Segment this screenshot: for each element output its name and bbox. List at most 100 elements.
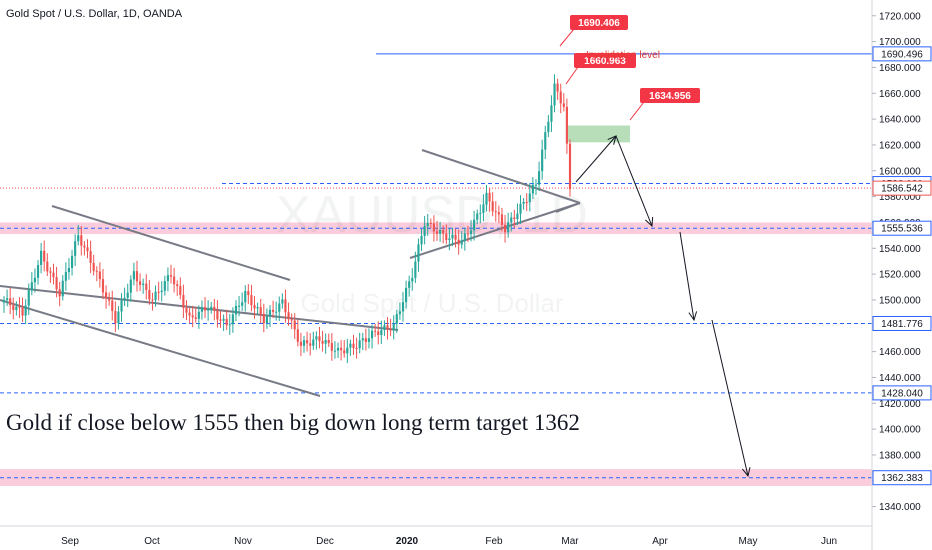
candle-169	[525, 193, 528, 212]
trendline-3	[409, 202, 581, 259]
candle-164	[510, 212, 513, 232]
candle-126	[392, 315, 395, 340]
candle-body-67	[210, 306, 213, 310]
candle-177	[550, 95, 553, 132]
candle-body-106	[330, 343, 333, 351]
trendline-4	[421, 149, 581, 204]
candle-body-66	[207, 309, 210, 311]
candle-48	[151, 292, 154, 311]
projection-arrow-2	[679, 231, 695, 321]
candle-70	[219, 311, 222, 328]
candle-140	[435, 220, 439, 241]
candle-body-182	[565, 106, 568, 144]
candle-body-28	[89, 251, 92, 263]
candle-body-145	[451, 234, 454, 239]
candle-body-104	[324, 340, 327, 344]
candle-39	[123, 287, 126, 307]
candle-body-165	[513, 217, 516, 220]
callout-box-2	[640, 88, 700, 103]
candle-51	[160, 281, 163, 302]
candle-body-32	[101, 279, 105, 293]
candle-body-20	[64, 272, 67, 281]
candle-body-92	[287, 312, 290, 320]
candle-167	[519, 195, 522, 225]
candle-36	[114, 301, 117, 332]
candle-90	[281, 293, 284, 309]
candle-92	[287, 302, 290, 326]
candle-body-72	[225, 318, 228, 326]
x-tick-label-2: Nov	[234, 536, 252, 547]
price-label-5: 1428.040	[881, 388, 923, 399]
price-label-0: 1690.496	[881, 49, 923, 60]
candle-57	[179, 277, 182, 300]
candle-115	[358, 332, 361, 354]
candle-54	[169, 264, 173, 284]
candle-body-163	[507, 222, 510, 233]
candle-75	[234, 300, 238, 322]
candle-18	[58, 281, 61, 307]
candle-body-148	[460, 240, 463, 245]
candle-94	[293, 313, 296, 339]
candle-130	[404, 280, 408, 309]
candle-body-153	[476, 213, 479, 220]
candle-body-137	[426, 222, 429, 227]
candle-80	[250, 284, 253, 312]
candle-body-168	[522, 201, 525, 204]
projection-arrowhead-2	[688, 311, 698, 322]
callout-box-0	[570, 15, 628, 30]
candle-body-2	[9, 298, 12, 306]
candle-body-114	[355, 347, 358, 349]
candle-body-40	[126, 292, 129, 298]
x-tick-label-0: Sep	[61, 536, 79, 547]
y-tick-label-4: 1420.000	[879, 399, 921, 410]
candle-body-22	[70, 255, 74, 268]
candle-147	[457, 229, 460, 255]
candle-body-58	[182, 294, 185, 308]
candle-58	[182, 284, 185, 319]
candle-body-36	[114, 311, 117, 324]
candle-121	[377, 321, 380, 345]
candle-67	[210, 301, 213, 314]
candle-body-16	[52, 272, 55, 278]
candle-38	[120, 293, 123, 322]
candle-166	[516, 203, 519, 225]
candle-body-112	[349, 343, 352, 348]
candle-97	[302, 336, 306, 353]
candle-95	[296, 319, 299, 347]
candle-113	[352, 334, 355, 355]
candle-body-11	[36, 264, 40, 278]
candle-109	[340, 340, 343, 361]
candle-body-122	[380, 329, 383, 336]
candle-body-62	[194, 317, 197, 319]
candle-body-159	[494, 211, 497, 213]
candle-body-74	[231, 314, 234, 325]
candle-108	[336, 342, 340, 359]
candle-body-85	[265, 316, 268, 324]
y-tick-label-18: 1700.000	[879, 37, 921, 48]
candle-body-96	[299, 341, 303, 346]
candle-156	[485, 185, 488, 212]
candle-32	[101, 268, 105, 300]
candle-154	[479, 204, 482, 224]
candle-12	[40, 242, 43, 274]
candle-body-113	[352, 343, 355, 348]
candle-body-105	[327, 340, 330, 344]
y-tick-label-13: 1600.000	[879, 166, 921, 177]
candle-46	[145, 274, 148, 300]
candle-body-14	[46, 261, 49, 272]
projection-arrow-1	[615, 135, 653, 227]
y-tick-label-16: 1660.000	[879, 89, 921, 100]
candle-50	[157, 281, 160, 301]
candle-body-88	[275, 311, 278, 313]
candle-88	[275, 301, 278, 321]
candle-body-180	[559, 91, 562, 104]
candle-170	[528, 183, 531, 212]
candle-180	[559, 83, 562, 114]
callout-pointer-0	[559, 28, 575, 47]
candle-86	[268, 305, 272, 327]
x-tick-label-1: Oct	[144, 536, 160, 547]
candle-78	[244, 285, 247, 312]
candle-body-155	[482, 204, 485, 213]
candle-136	[423, 215, 426, 245]
